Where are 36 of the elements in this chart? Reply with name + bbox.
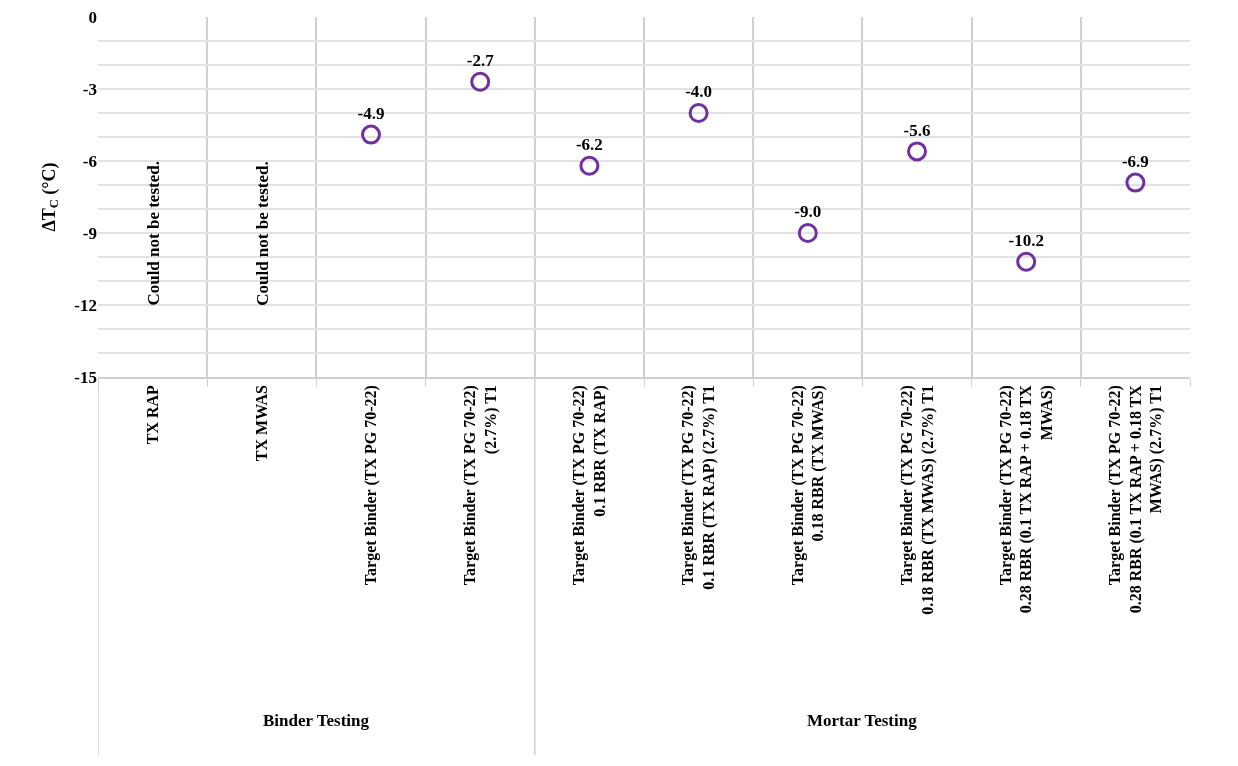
- text: Mortar Testing: [807, 711, 918, 730]
- point: [470, 71, 491, 92]
- point: [1016, 251, 1037, 272]
- text: -9.0: [794, 202, 822, 222]
- annotation: Could not be tested.: [252, 161, 272, 306]
- x-tick-label: Target Binder (TX PG 70-22): [362, 385, 381, 586]
- text: -5.6: [903, 120, 931, 140]
- x-tick-label: Target Binder (TX PG 70-22) 0.28 RBR (0.1 TX RAP + 0.18 TX MWAS) (2.7%) T1: [1105, 384, 1166, 614]
- x-tick-label: Target Binder (TX PG 70-22) 0.1 RBR (TX RAP) (2.7%) T1: [679, 385, 719, 590]
- point: [907, 141, 927, 162]
- x-tick-label: TX MWAS: [253, 385, 270, 462]
- x-tick-label: TX RAP: [143, 384, 161, 445]
- y-tick-label: -6: [82, 151, 97, 171]
- x-tick-label: Target Binder (TX PG 70-22) 0.18 RBR (TX MWAS): [788, 385, 828, 586]
- point: [579, 155, 600, 176]
- point: [361, 124, 381, 145]
- y-tick-label: -3: [82, 79, 97, 99]
- text: Binder Testing: [263, 711, 370, 730]
- text: -6.9: [1121, 151, 1149, 171]
- point: [688, 103, 709, 123]
- y-tick-label: -9: [82, 223, 97, 243]
- text: -10.2: [1008, 230, 1044, 250]
- point: [1125, 172, 1146, 193]
- x-tick-label: Target Binder (TX PG 70-22) 0.28 RBR (0.1 TX RAP + 0.18 TX MWAS): [996, 384, 1057, 614]
- text: -4.9: [357, 103, 385, 123]
- text: -4.0: [685, 82, 713, 102]
- annotation: Could not be tested.: [143, 161, 163, 306]
- x-tick-label: Target Binder (TX PG 70-22) (2.7%) T1: [461, 385, 500, 586]
- y-tick-label: -12: [74, 295, 97, 315]
- point: [797, 223, 818, 243]
- text: -2.7: [466, 50, 494, 70]
- x-tick-label: Target Binder (TX PG 70-22) 0.18 RBR (TX MWAS) (2.7%) T1: [897, 385, 937, 615]
- y-tick-label: -15: [74, 367, 97, 387]
- x-tick-label: Target Binder (TX PG 70-22) 0.1 RBR (TX RAP): [570, 385, 609, 586]
- text: -6.2: [575, 134, 603, 154]
- y-tick-label: 0: [88, 7, 97, 27]
